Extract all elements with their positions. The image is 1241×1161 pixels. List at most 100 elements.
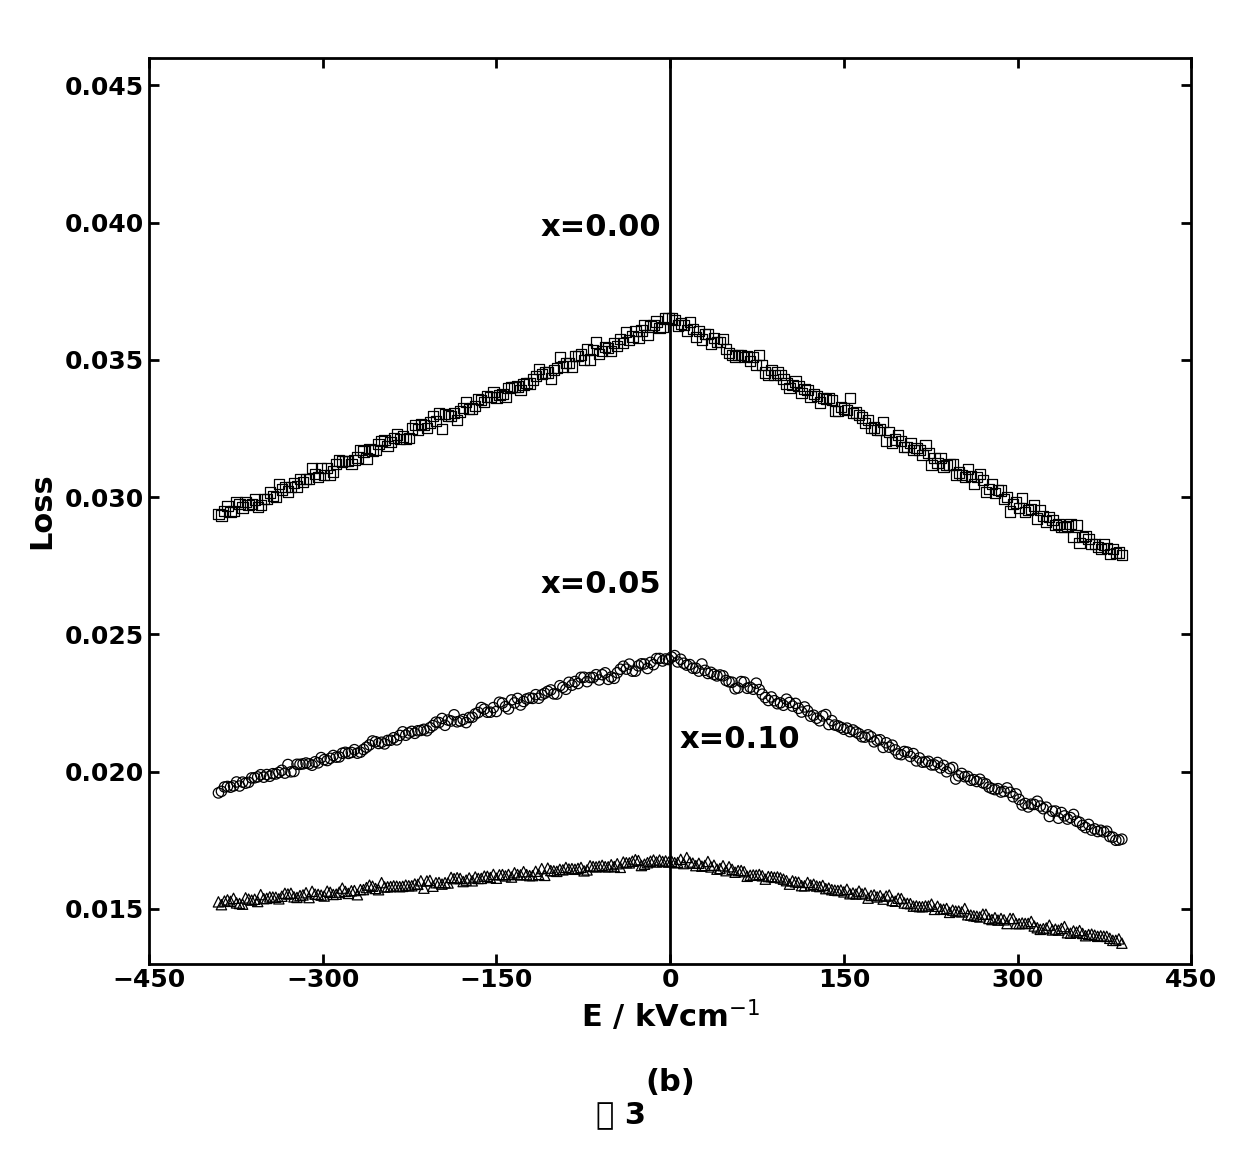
Point (970, 770, 990, 788)
Point (671, 315, 691, 333)
Point (598, 339, 618, 358)
Point (1072, 528, 1092, 547)
Point (771, 868, 791, 887)
Point (665, 853, 685, 872)
Point (211, 895, 231, 914)
Point (1100, 545, 1119, 563)
Point (532, 686, 552, 705)
Point (347, 744, 367, 763)
Point (735, 672, 755, 691)
Point (918, 752, 938, 771)
Point (215, 892, 235, 910)
Point (269, 763, 289, 781)
Point (463, 399, 483, 418)
Point (800, 388, 820, 406)
Point (547, 359, 567, 377)
Point (221, 503, 241, 521)
Point (1103, 828, 1123, 846)
Point (952, 764, 972, 783)
Point (375, 735, 395, 753)
Point (290, 755, 310, 773)
Point (417, 721, 437, 740)
Point (254, 490, 274, 509)
Point (623, 662, 643, 680)
Point (910, 897, 930, 916)
Point (912, 446, 932, 464)
Point (441, 868, 460, 887)
Point (305, 885, 325, 903)
Point (864, 886, 884, 904)
Point (280, 477, 300, 496)
Point (411, 872, 431, 890)
Point (783, 697, 803, 715)
Point (1049, 514, 1069, 533)
Point (807, 387, 827, 405)
Point (263, 486, 283, 505)
Point (1021, 913, 1041, 931)
Point (867, 420, 887, 439)
Point (293, 755, 313, 773)
Point (762, 687, 782, 706)
Point (676, 849, 696, 867)
Point (937, 456, 957, 475)
Point (419, 871, 439, 889)
Point (320, 466, 340, 484)
Point (623, 852, 643, 871)
Point (704, 856, 724, 874)
Point (242, 769, 262, 787)
Point (735, 863, 755, 881)
Point (611, 659, 630, 678)
Point (918, 444, 938, 462)
Point (444, 706, 464, 724)
Point (345, 741, 365, 759)
Point (961, 467, 980, 485)
Point (444, 404, 464, 423)
Point (638, 659, 658, 678)
Point (912, 752, 932, 771)
Point (1045, 802, 1065, 821)
Point (432, 875, 452, 894)
Point (230, 894, 249, 913)
Point (302, 882, 321, 901)
Point (828, 716, 848, 735)
Point (958, 906, 978, 924)
Point (992, 481, 1011, 499)
Point (1085, 535, 1104, 554)
Point (810, 394, 830, 412)
Point (1030, 920, 1050, 938)
Point (640, 317, 660, 336)
Point (638, 326, 658, 345)
Point (719, 858, 738, 877)
Point (324, 885, 344, 903)
Point (381, 878, 401, 896)
Point (979, 909, 999, 928)
Point (508, 865, 527, 884)
Point (1106, 831, 1126, 850)
Point (985, 484, 1005, 503)
Point (895, 742, 915, 760)
Point (756, 688, 776, 707)
Point (269, 889, 289, 908)
Point (695, 325, 715, 344)
Point (438, 711, 458, 729)
Point (864, 418, 884, 437)
Point (707, 666, 727, 685)
Point (644, 851, 664, 870)
Point (973, 470, 993, 489)
Point (1030, 796, 1050, 815)
Point (522, 690, 542, 708)
Point (804, 706, 824, 724)
Point (335, 452, 355, 470)
Point (537, 363, 557, 382)
Point (985, 780, 1005, 799)
Point (278, 482, 298, 500)
Point (450, 870, 470, 888)
Point (408, 721, 428, 740)
Point (1015, 914, 1035, 932)
Point (217, 777, 237, 795)
Point (613, 657, 633, 676)
Point (217, 497, 237, 515)
Point (701, 663, 721, 682)
Point (604, 669, 624, 687)
Point (834, 399, 854, 418)
